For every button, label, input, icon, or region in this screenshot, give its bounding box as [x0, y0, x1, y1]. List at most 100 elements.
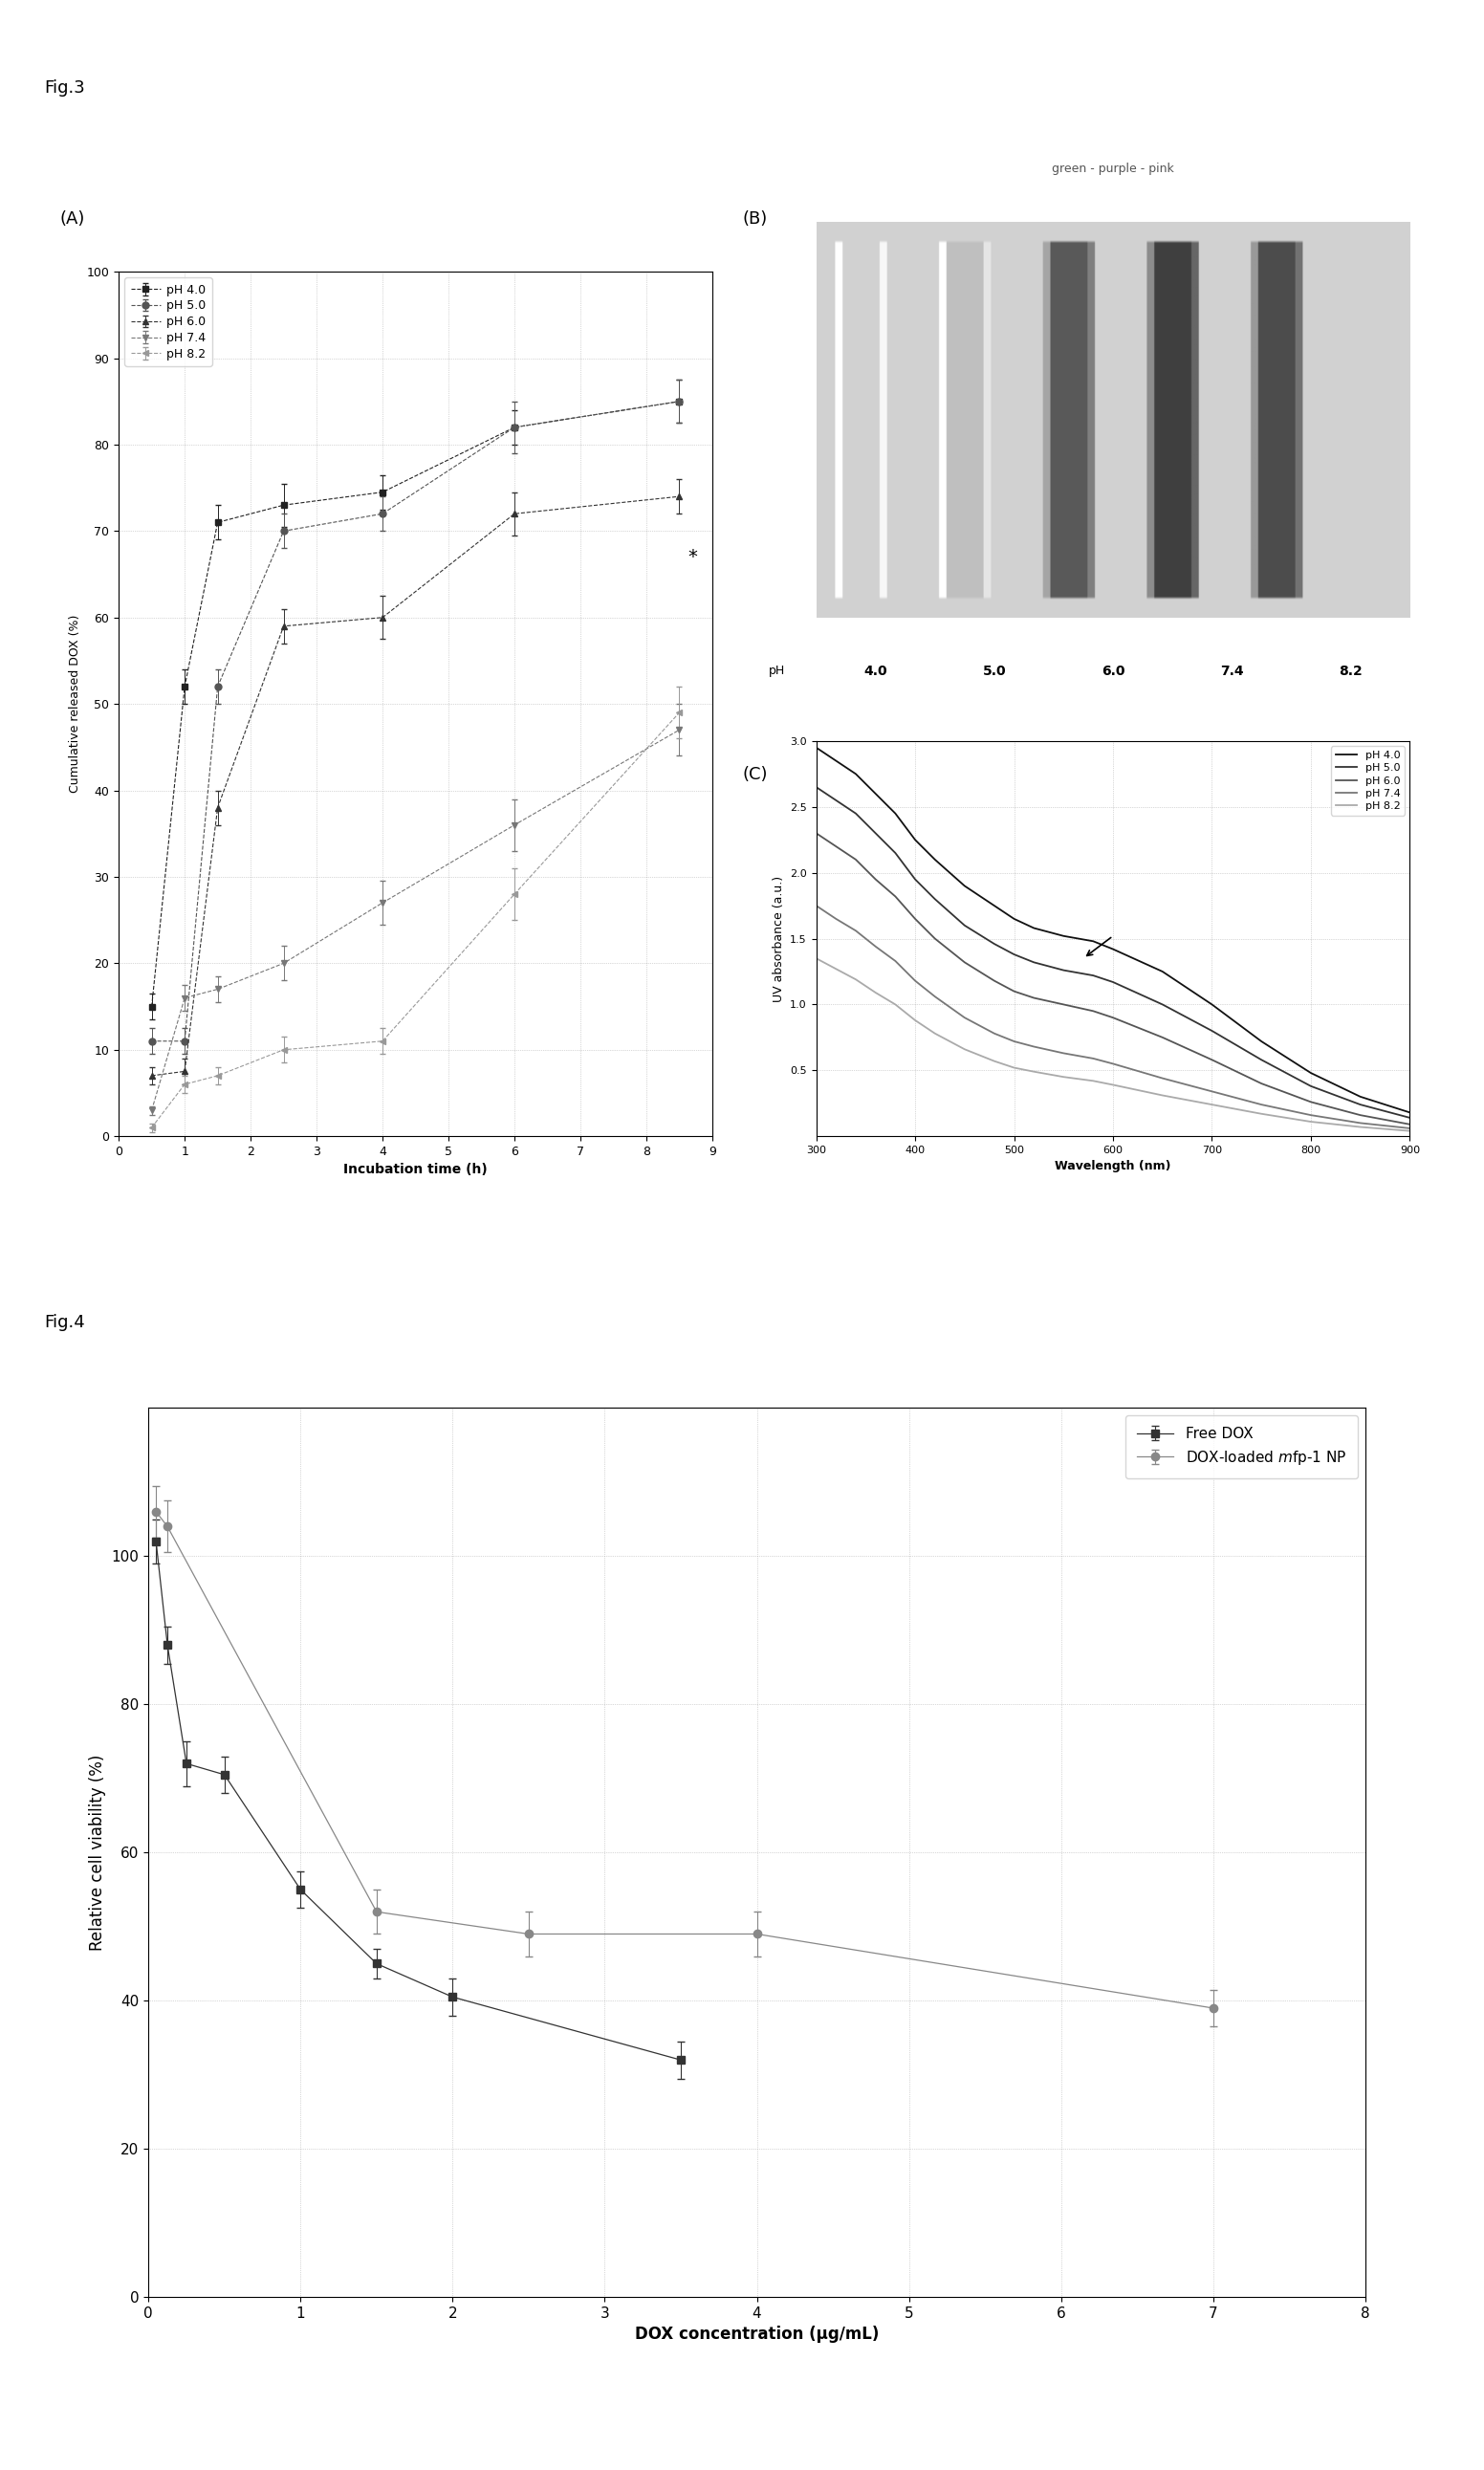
- Text: Fig.3: Fig.3: [45, 79, 86, 96]
- pH 5.0: [1252, 1045, 1270, 1074]
- Text: 6.0: 6.0: [1101, 664, 1125, 679]
- pH 5.0: [926, 884, 944, 914]
- pH 6.0: [867, 864, 884, 894]
- pH 8.2: [1204, 1089, 1221, 1119]
- pH 8.2: [886, 990, 904, 1020]
- Text: 8.2: 8.2: [1339, 664, 1362, 679]
- Text: green - purple - pink: green - purple - pink: [1052, 163, 1174, 175]
- X-axis label: Wavelength (nm): Wavelength (nm): [1055, 1161, 1171, 1173]
- pH 5.0: [867, 818, 884, 847]
- Text: (C): (C): [742, 766, 767, 783]
- pH 7.4: [1104, 1050, 1122, 1079]
- pH 6.0: [1025, 983, 1043, 1013]
- pH 6.0: [1352, 1099, 1370, 1129]
- pH 5.0: [1204, 1015, 1221, 1045]
- pH 7.4: [907, 966, 925, 995]
- pH 4.0: [1005, 904, 1022, 934]
- pH 7.4: [985, 1018, 1003, 1047]
- pH 8.2: [1055, 1062, 1073, 1092]
- pH 8.2: [985, 1047, 1003, 1077]
- pH 5.0: [1085, 961, 1103, 990]
- Line: pH 6.0: pH 6.0: [816, 832, 1410, 1124]
- Legend: Free DOX, DOX-loaded $\mathit{m}$fp-1 NP: Free DOX, DOX-loaded $\mathit{m}$fp-1 NP: [1125, 1415, 1358, 1480]
- Line: pH 5.0: pH 5.0: [816, 788, 1410, 1119]
- pH 6.0: [907, 904, 925, 934]
- pH 5.0: [1301, 1072, 1319, 1102]
- pH 8.2: [1104, 1070, 1122, 1099]
- pH 4.0: [807, 734, 825, 763]
- pH 4.0: [867, 778, 884, 808]
- pH 6.0: [827, 832, 844, 862]
- pH 5.0: [827, 785, 844, 815]
- pH 8.2: [807, 944, 825, 973]
- pH 6.0: [1401, 1109, 1419, 1139]
- Y-axis label: UV absorbance (a.u.): UV absorbance (a.u.): [772, 874, 785, 1003]
- pH 7.4: [1301, 1099, 1319, 1129]
- Text: 4.0: 4.0: [864, 664, 887, 679]
- Legend: pH 4.0, pH 5.0, pH 6.0, pH 7.4, pH 8.2: pH 4.0, pH 5.0, pH 6.0, pH 7.4, pH 8.2: [125, 277, 212, 366]
- pH 6.0: [926, 924, 944, 953]
- pH 6.0: [1301, 1087, 1319, 1116]
- pH 4.0: [907, 825, 925, 855]
- pH 7.4: [1352, 1109, 1370, 1139]
- pH 5.0: [907, 864, 925, 894]
- Text: *: *: [687, 548, 697, 566]
- pH 8.2: [926, 1018, 944, 1047]
- pH 4.0: [1055, 921, 1073, 951]
- Text: (A): (A): [59, 210, 85, 227]
- pH 4.0: [1025, 914, 1043, 944]
- Line: pH 7.4: pH 7.4: [816, 906, 1410, 1129]
- Y-axis label: Cumulative released DOX (%): Cumulative released DOX (%): [68, 615, 82, 793]
- pH 4.0: [1204, 990, 1221, 1020]
- pH 7.4: [847, 916, 865, 946]
- pH 7.4: [1401, 1114, 1419, 1144]
- pH 5.0: [1401, 1104, 1419, 1134]
- pH 8.2: [867, 978, 884, 1008]
- Text: 7.4: 7.4: [1220, 664, 1244, 679]
- pH 8.2: [827, 953, 844, 983]
- pH 7.4: [886, 946, 904, 976]
- X-axis label: Incubation time (h): Incubation time (h): [343, 1163, 488, 1176]
- pH 4.0: [985, 892, 1003, 921]
- pH 5.0: [1055, 956, 1073, 986]
- pH 8.2: [1252, 1099, 1270, 1129]
- pH 7.4: [1153, 1065, 1171, 1094]
- pH 7.4: [1055, 1037, 1073, 1067]
- pH 4.0: [1352, 1082, 1370, 1112]
- pH 7.4: [807, 892, 825, 921]
- pH 8.2: [1301, 1107, 1319, 1136]
- pH 8.2: [956, 1035, 974, 1065]
- pH 5.0: [1005, 939, 1022, 968]
- pH 7.4: [867, 931, 884, 961]
- pH 8.2: [847, 966, 865, 995]
- pH 5.0: [1104, 968, 1122, 998]
- pH 8.2: [1352, 1112, 1370, 1141]
- pH 4.0: [1085, 926, 1103, 956]
- pH 7.4: [1252, 1089, 1270, 1119]
- pH 8.2: [1401, 1116, 1419, 1146]
- pH 7.4: [1025, 1032, 1043, 1062]
- Text: Fig.4: Fig.4: [45, 1314, 86, 1331]
- pH 5.0: [807, 773, 825, 803]
- pH 8.2: [907, 1005, 925, 1035]
- pH 5.0: [1025, 948, 1043, 978]
- pH 4.0: [1252, 1028, 1270, 1057]
- pH 6.0: [847, 845, 865, 874]
- pH 6.0: [1252, 1070, 1270, 1099]
- pH 4.0: [847, 758, 865, 788]
- pH 4.0: [1153, 956, 1171, 986]
- pH 6.0: [1104, 1003, 1122, 1032]
- pH 8.2: [1153, 1079, 1171, 1109]
- pH 4.0: [827, 746, 844, 776]
- X-axis label: DOX concentration (μg/mL): DOX concentration (μg/mL): [635, 2327, 879, 2344]
- pH 6.0: [807, 818, 825, 847]
- pH 6.0: [956, 948, 974, 978]
- pH 7.4: [1005, 1028, 1022, 1057]
- pH 5.0: [847, 798, 865, 827]
- pH 7.4: [1204, 1077, 1221, 1107]
- Text: pH: pH: [769, 664, 785, 677]
- pH 5.0: [1153, 990, 1171, 1020]
- Line: pH 4.0: pH 4.0: [816, 748, 1410, 1112]
- pH 8.2: [1025, 1057, 1043, 1087]
- Text: 5.0: 5.0: [982, 664, 1006, 679]
